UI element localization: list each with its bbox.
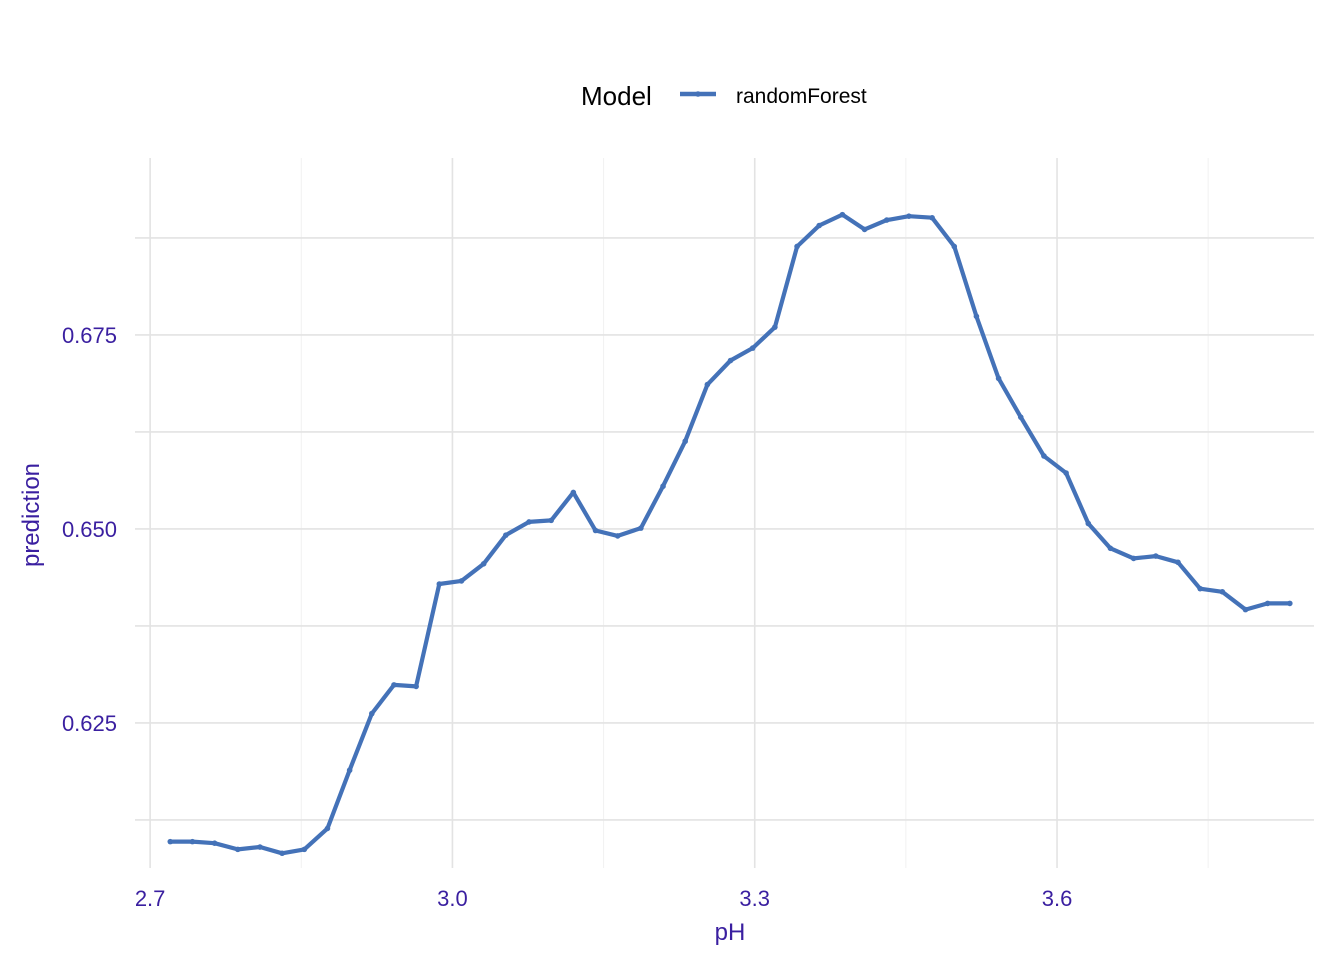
data-point <box>727 357 734 364</box>
data-point <box>1017 414 1024 420</box>
data-point <box>1041 453 1047 459</box>
data-point <box>1287 600 1293 607</box>
x-tick-label: 3.3 <box>739 886 770 911</box>
y-tick-label: 0.675 <box>62 323 117 348</box>
data-point <box>929 214 935 221</box>
data-point <box>167 838 174 845</box>
series-line-randomForest <box>168 212 1292 856</box>
data-point <box>503 532 509 538</box>
data-point <box>772 324 778 330</box>
x-tick-label: 3.0 <box>437 886 468 911</box>
data-point <box>1264 600 1271 607</box>
data-point <box>369 710 375 717</box>
data-point <box>570 489 577 496</box>
data-point <box>749 345 756 351</box>
data-point <box>883 217 890 223</box>
data-point <box>682 438 688 445</box>
data-point <box>1107 545 1114 552</box>
data-point <box>279 850 285 857</box>
data-point <box>211 840 218 846</box>
data-point <box>1063 470 1069 476</box>
data-point <box>436 581 443 587</box>
data-point <box>391 682 397 688</box>
y-tick-label: 0.625 <box>62 711 117 736</box>
data-point <box>413 683 419 690</box>
series-layer <box>168 212 1292 856</box>
data-point <box>1085 520 1092 527</box>
data-point <box>1219 588 1226 595</box>
data-point <box>1152 553 1159 559</box>
data-point <box>234 846 241 853</box>
data-point <box>704 381 711 388</box>
data-point <box>1197 585 1203 592</box>
data-point <box>995 375 1002 382</box>
data-point <box>189 838 196 845</box>
data-point <box>480 561 487 567</box>
x-tick-label: 3.6 <box>1042 886 1073 911</box>
data-point <box>973 313 980 320</box>
data-point <box>906 213 912 219</box>
legend-key-point <box>695 91 701 97</box>
data-point <box>951 243 958 250</box>
data-point <box>794 243 800 250</box>
data-point <box>1130 555 1137 562</box>
x-tick-label: 2.7 <box>135 886 166 911</box>
x-axis-title: pH <box>715 919 746 946</box>
y-axis-title: prediction <box>18 463 45 567</box>
data-point <box>1175 559 1181 566</box>
legend-title: Model <box>581 81 652 111</box>
data-point <box>458 578 465 584</box>
legend: Model randomForest <box>581 81 867 111</box>
data-point <box>816 222 823 229</box>
data-point <box>638 525 644 531</box>
data-point <box>301 846 308 853</box>
data-point <box>526 519 532 525</box>
legend-label-randomforest: randomForest <box>736 85 867 108</box>
data-point <box>592 527 599 534</box>
data-point <box>548 517 554 524</box>
data-point <box>660 483 666 490</box>
data-point <box>1242 606 1249 613</box>
data-point <box>614 533 621 539</box>
data-point <box>839 211 846 218</box>
data-point <box>861 226 868 233</box>
y-tick-label: 0.650 <box>62 517 117 542</box>
grid <box>135 158 1314 868</box>
points-layer <box>167 211 1293 857</box>
data-point <box>257 844 263 850</box>
data-point <box>346 767 353 774</box>
y-tick-labels: 0.625 0.650 0.675 <box>62 323 117 736</box>
data-point <box>324 825 331 832</box>
x-tick-labels: 2.7 3.0 3.3 3.6 <box>135 886 1073 911</box>
